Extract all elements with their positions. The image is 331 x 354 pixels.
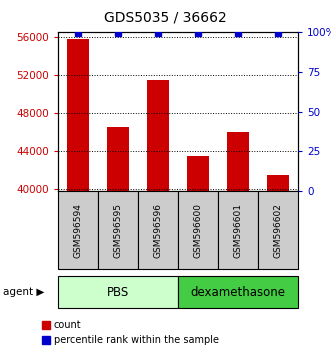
Text: GDS5035 / 36662: GDS5035 / 36662 [104, 11, 227, 25]
Text: GSM596600: GSM596600 [193, 202, 203, 258]
FancyBboxPatch shape [218, 191, 258, 269]
Text: GSM596594: GSM596594 [73, 202, 82, 258]
Bar [147, 80, 169, 191]
FancyBboxPatch shape [98, 191, 138, 269]
Text: PBS: PBS [107, 286, 129, 298]
Bar [67, 39, 89, 191]
Bar [227, 132, 249, 191]
Bar [267, 175, 289, 191]
FancyBboxPatch shape [178, 276, 298, 308]
FancyBboxPatch shape [138, 191, 178, 269]
Text: GSM596601: GSM596601 [233, 202, 242, 258]
FancyBboxPatch shape [58, 191, 98, 269]
Text: GSM596602: GSM596602 [273, 202, 282, 258]
Bar [187, 156, 209, 191]
Legend: count, percentile rank within the sample: count, percentile rank within the sample [38, 316, 222, 349]
FancyBboxPatch shape [258, 191, 298, 269]
FancyBboxPatch shape [178, 191, 218, 269]
Text: dexamethasone: dexamethasone [190, 286, 285, 298]
Text: GSM596596: GSM596596 [153, 202, 163, 258]
FancyBboxPatch shape [58, 276, 178, 308]
Bar [107, 127, 129, 191]
Text: GSM596595: GSM596595 [114, 202, 122, 258]
Text: agent ▶: agent ▶ [3, 287, 45, 297]
